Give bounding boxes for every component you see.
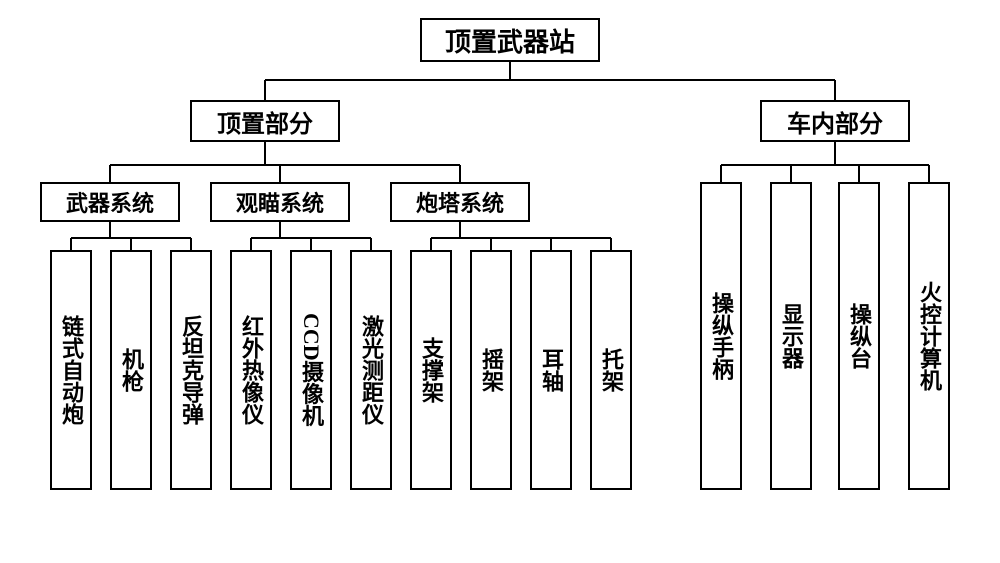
leaf-support-frame: 支撑架: [410, 250, 452, 490]
node-root: 顶置武器站: [420, 18, 600, 62]
leaf-label: 摇架: [475, 348, 507, 392]
node-in-vehicle-part: 车内部分: [760, 100, 910, 142]
leaf-label: 操纵台: [843, 303, 875, 369]
leaf-label: 反坦克导弹: [175, 315, 207, 425]
node-turret-system: 炮塔系统: [390, 182, 530, 222]
leaf-ccd-camera: CCD摄像机: [290, 250, 332, 490]
leaf-laser-rangefinder: 激光测距仪: [350, 250, 392, 490]
leaf-trunnion: 耳轴: [530, 250, 572, 490]
node-weapon-system-label: 武器系统: [66, 186, 154, 218]
node-turret-system-label: 炮塔系统: [416, 186, 504, 218]
leaf-anti-tank-missile: 反坦克导弹: [170, 250, 212, 490]
leaf-control-handle: 操纵手柄: [700, 182, 742, 490]
leaf-label: 托架: [595, 348, 627, 392]
leaf-label: 红外热像仪: [235, 315, 267, 425]
node-weapon-system: 武器系统: [40, 182, 180, 222]
leaf-fire-control-computer: 火控计算机: [908, 182, 950, 490]
node-top-part: 顶置部分: [190, 100, 340, 142]
node-sight-system-label: 观瞄系统: [236, 186, 324, 218]
node-top-part-label: 顶置部分: [217, 104, 313, 139]
leaf-label: 操纵手柄: [705, 292, 737, 380]
leaf-bracket: 托架: [590, 250, 632, 490]
node-sight-system: 观瞄系统: [210, 182, 350, 222]
leaf-ir-imager: 红外热像仪: [230, 250, 272, 490]
leaf-cradle: 摇架: [470, 250, 512, 490]
leaf-label: 显示器: [775, 303, 807, 369]
leaf-label: 支撑架: [415, 337, 447, 403]
leaf-chain-autocannon: 链式自动炮: [50, 250, 92, 490]
leaf-control-panel: 操纵台: [838, 182, 880, 490]
leaf-label: 激光测距仪: [355, 315, 387, 425]
leaf-label: 火控计算机: [913, 281, 945, 391]
leaf-label: CCD摄像机: [295, 313, 327, 427]
node-root-label: 顶置武器站: [445, 22, 575, 59]
leaf-machine-gun: 机枪: [110, 250, 152, 490]
leaf-label: 链式自动炮: [55, 315, 87, 425]
leaf-label: 机枪: [115, 348, 147, 392]
node-in-vehicle-part-label: 车内部分: [787, 104, 883, 139]
leaf-label: 耳轴: [535, 348, 567, 392]
leaf-display: 显示器: [770, 182, 812, 490]
